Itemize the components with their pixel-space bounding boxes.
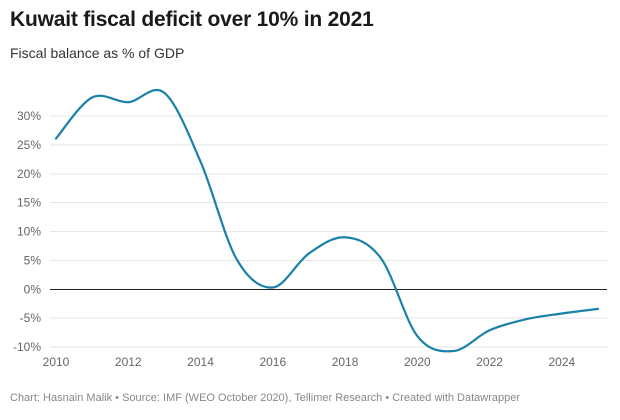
data-point-2014	[198, 159, 204, 165]
data-point-2021	[450, 348, 456, 354]
x-tick-label: 2022	[476, 355, 503, 369]
data-point-2024	[559, 311, 565, 317]
footer-separator-2: •	[382, 392, 393, 404]
x-tick-label: 2012	[115, 355, 142, 369]
data-point-2025	[595, 306, 601, 312]
y-tick-label: 20%	[17, 167, 41, 181]
data-point-2018	[342, 234, 348, 240]
chart-title: Kuwait fiscal deficit over 10% in 2021	[10, 8, 374, 31]
y-tick-label: 25%	[17, 138, 41, 152]
chart-subtitle: Fiscal balance as % of GDP	[10, 45, 185, 61]
x-tick-label: 2016	[259, 355, 286, 369]
data-point-2010	[53, 136, 59, 142]
y-tick-label: -10%	[13, 340, 41, 354]
footer-separator-1: •	[112, 392, 123, 404]
data-point-2012	[125, 99, 131, 105]
data-point-2011	[89, 95, 95, 101]
footer-source: Source: IMF (WEO October 2020), Tellimer…	[122, 392, 383, 404]
x-tick-label: 2018	[332, 355, 359, 369]
data-point-2020	[414, 333, 420, 339]
data-point-2013	[161, 90, 167, 96]
y-tick-label: 30%	[17, 109, 41, 123]
chart-footer: Chart: Hasnain Malik • Source: IMF (WEO …	[10, 392, 520, 404]
y-tick-label: -5%	[20, 311, 42, 325]
footer-chart-by: Chart: Hasnain Malik	[10, 392, 113, 404]
data-point-2017	[306, 250, 312, 256]
y-tick-label: 15%	[17, 196, 41, 210]
gridlines	[50, 115, 607, 348]
y-tick-label: 5%	[24, 253, 42, 267]
y-tick-label: 0%	[24, 282, 42, 296]
x-tick-label: 2014	[187, 355, 214, 369]
data-point-2016	[270, 285, 276, 291]
y-axis-tick-labels: -10% -5% 0% 5% 10% 15% 20% 25% 30%	[13, 109, 41, 354]
series-line-fiscal-balance	[54, 88, 600, 353]
y-tick-label: 10%	[17, 225, 41, 239]
x-tick-label: 2010	[43, 355, 70, 369]
data-point-2015	[234, 256, 240, 262]
footer-created-with: Created with Datawrapper	[392, 392, 521, 404]
data-point-2022	[487, 327, 493, 333]
x-tick-label: 2020	[404, 355, 431, 369]
x-axis-tick-labels: 2010 2012 2014 2016 2018 2020 2022 2024	[43, 355, 576, 369]
x-tick-label: 2024	[549, 355, 576, 369]
data-point-2019	[378, 256, 384, 262]
data-point-2023	[523, 316, 529, 322]
series-layer	[53, 88, 601, 354]
